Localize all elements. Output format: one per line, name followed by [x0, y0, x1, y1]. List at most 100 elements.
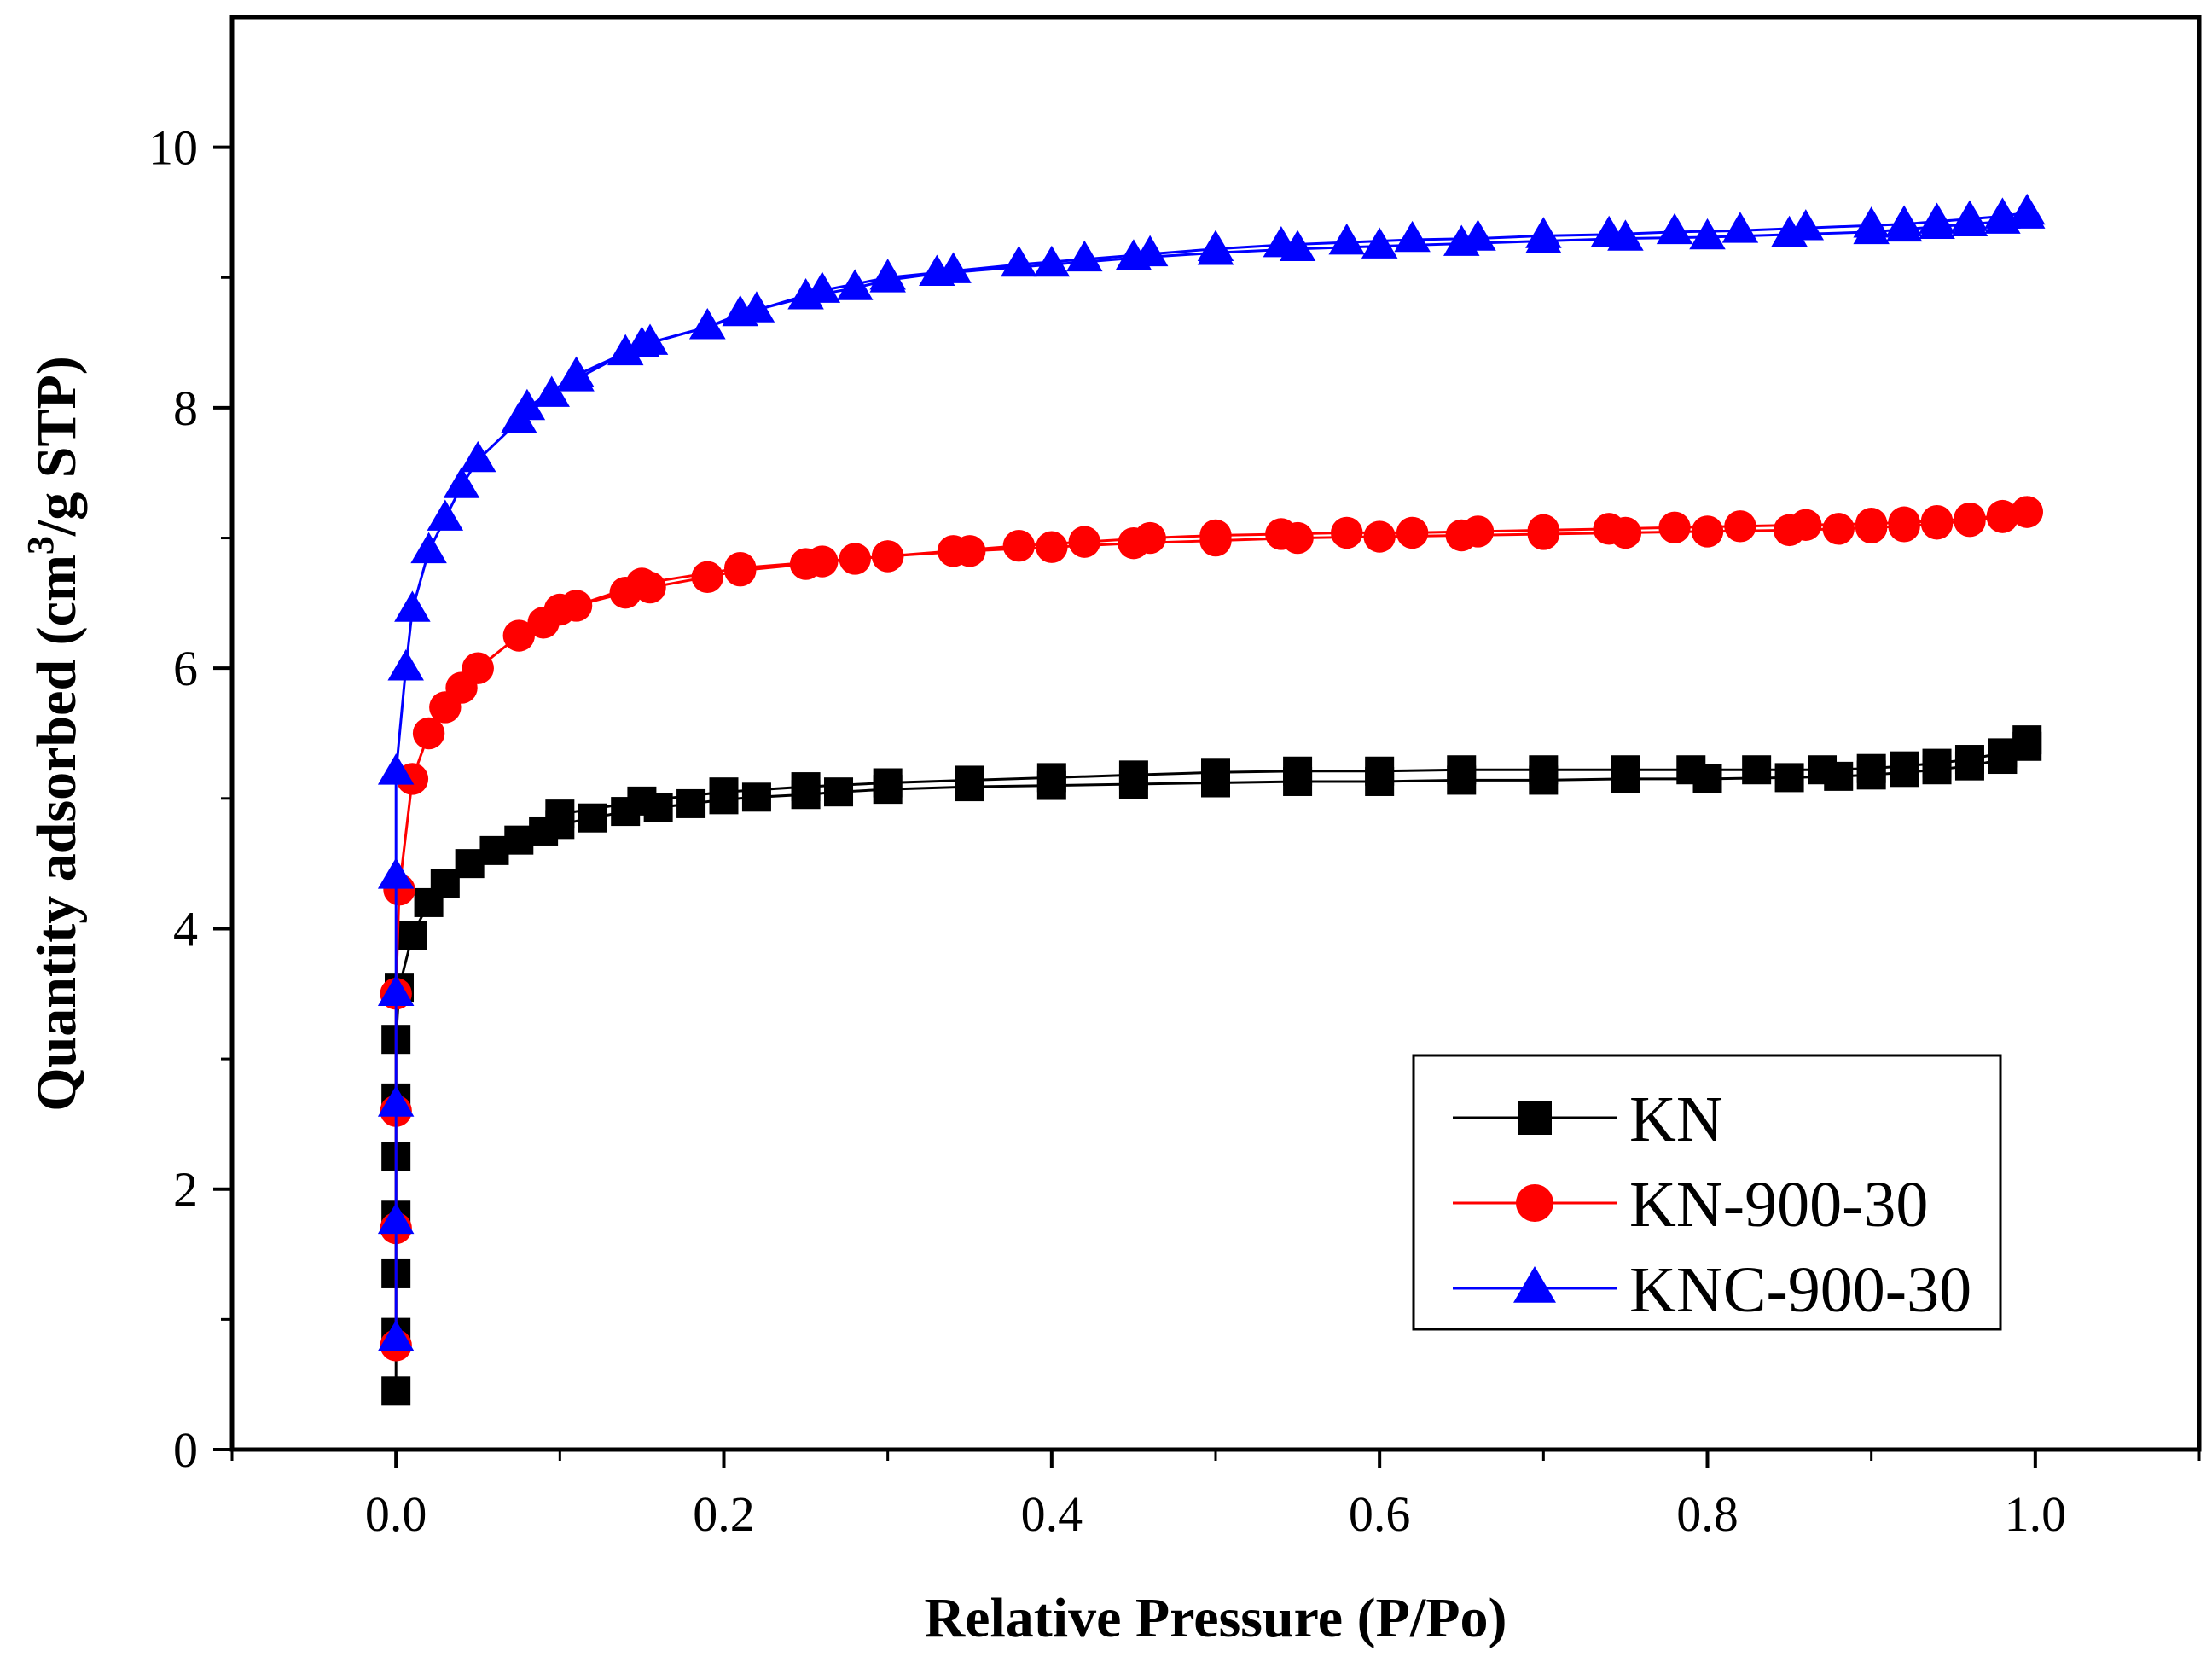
data-point: [624, 326, 660, 357]
data-point: [1984, 197, 2021, 229]
legend-label: KNC-900-30: [1629, 1254, 1971, 1326]
data-point: [709, 777, 739, 807]
y-tick-label: 8: [173, 381, 198, 436]
data-point: [1724, 510, 1756, 543]
data-point: [1888, 506, 1920, 538]
data-point: [1394, 220, 1431, 253]
x-tick-label: 0.6: [1349, 1486, 1411, 1542]
data-point: [1590, 215, 1628, 247]
y-axis-title-prefix: Quantity adsorbed (cm: [26, 555, 88, 1112]
data-point: [1890, 751, 1919, 781]
legend-label: KN-900-30: [1629, 1169, 1928, 1241]
data-point: [387, 649, 424, 681]
data-point: [839, 543, 871, 575]
data-point: [1885, 205, 1923, 236]
data-point: [412, 717, 445, 750]
data-point: [873, 768, 903, 798]
data-point: [377, 974, 415, 1007]
data-point: [381, 1376, 411, 1406]
data-point: [1118, 760, 1148, 790]
data-point: [398, 921, 427, 950]
x-tick-label: 0.8: [1676, 1486, 1739, 1542]
data-point: [2011, 496, 2043, 528]
legend-box: [1412, 1054, 2002, 1331]
y-axis-title-superscript: 3: [20, 536, 61, 555]
data-point: [377, 1320, 415, 1351]
data-point: [560, 590, 593, 622]
data-point: [1855, 508, 1888, 540]
x-tick-label: 0.0: [365, 1486, 427, 1542]
data-point: [627, 786, 657, 816]
data-point: [804, 271, 841, 303]
data-point: [724, 551, 757, 584]
data-point: [479, 835, 509, 865]
y-axis-title-suffix: /g STP): [26, 356, 88, 537]
data-point: [1068, 526, 1100, 558]
x-tick-label: 0.2: [693, 1486, 755, 1542]
data-point: [578, 803, 607, 833]
x-tick-label: 1.0: [2005, 1486, 2067, 1542]
data-point: [1529, 755, 1559, 785]
y-tick-label: 4: [173, 901, 198, 956]
data-point: [1611, 755, 1640, 785]
data-point: [836, 269, 874, 300]
legend-marker: [1513, 1265, 1556, 1303]
data-point: [1525, 217, 1562, 248]
data-point: [1066, 240, 1103, 272]
data-point: [738, 291, 775, 323]
data-point: [1461, 515, 1495, 548]
data-point: [1988, 738, 2018, 768]
y-tick-label: 2: [173, 1162, 198, 1218]
data-point: [377, 1085, 415, 1117]
data-point: [691, 561, 723, 594]
x-axis-title: Relative Pressure (P/Po): [924, 1587, 1507, 1649]
data-point: [1920, 505, 1954, 538]
data-point: [689, 308, 726, 340]
data-point: [1742, 755, 1772, 785]
data-point: [377, 857, 415, 889]
y-tick-label: 0: [173, 1422, 198, 1478]
data-point: [1328, 223, 1365, 255]
data-point: [377, 753, 415, 785]
data-point: [1396, 516, 1429, 549]
data-point: [607, 334, 644, 366]
legend-label: KN: [1629, 1084, 1723, 1155]
x-axis-ticks: 0.0 0.2 0.4 0.6 0.8 1.0: [230, 1450, 2201, 1542]
data-point: [1922, 748, 1952, 778]
data-point: [462, 652, 494, 684]
data-point: [676, 788, 706, 818]
data-point: [504, 825, 534, 855]
data-point: [1265, 518, 1298, 550]
data-point: [1036, 763, 1066, 793]
data-point: [1460, 219, 1496, 251]
data-point: [2008, 193, 2046, 225]
data-point: [1808, 755, 1838, 785]
data-point: [558, 356, 595, 388]
data-point: [871, 540, 904, 573]
data-point: [1263, 225, 1300, 258]
data-point: [1689, 218, 1726, 250]
data-point: [1856, 753, 1886, 783]
data-point: [1853, 206, 1890, 238]
data-point: [1951, 200, 1988, 231]
data-point: [508, 388, 546, 421]
legend: KN KN-900-30 KNC-900-30: [1412, 1054, 2002, 1331]
data-point: [1986, 499, 2019, 532]
data-point: [824, 777, 854, 807]
data-point: [2012, 725, 2042, 755]
data-point: [1676, 755, 1706, 785]
data-point: [1001, 245, 1037, 277]
data-point: [1919, 202, 1955, 234]
data-point: [1036, 531, 1068, 563]
data-point: [1002, 530, 1036, 562]
y-tick-label: 6: [173, 641, 198, 696]
data-point: [545, 799, 575, 829]
data-point: [1954, 745, 1984, 775]
series-layer: [377, 193, 2046, 1406]
data-point: [443, 467, 480, 498]
series-kn-900-30: [380, 496, 2043, 1362]
data-point: [1447, 755, 1477, 785]
data-point: [1658, 511, 1691, 544]
